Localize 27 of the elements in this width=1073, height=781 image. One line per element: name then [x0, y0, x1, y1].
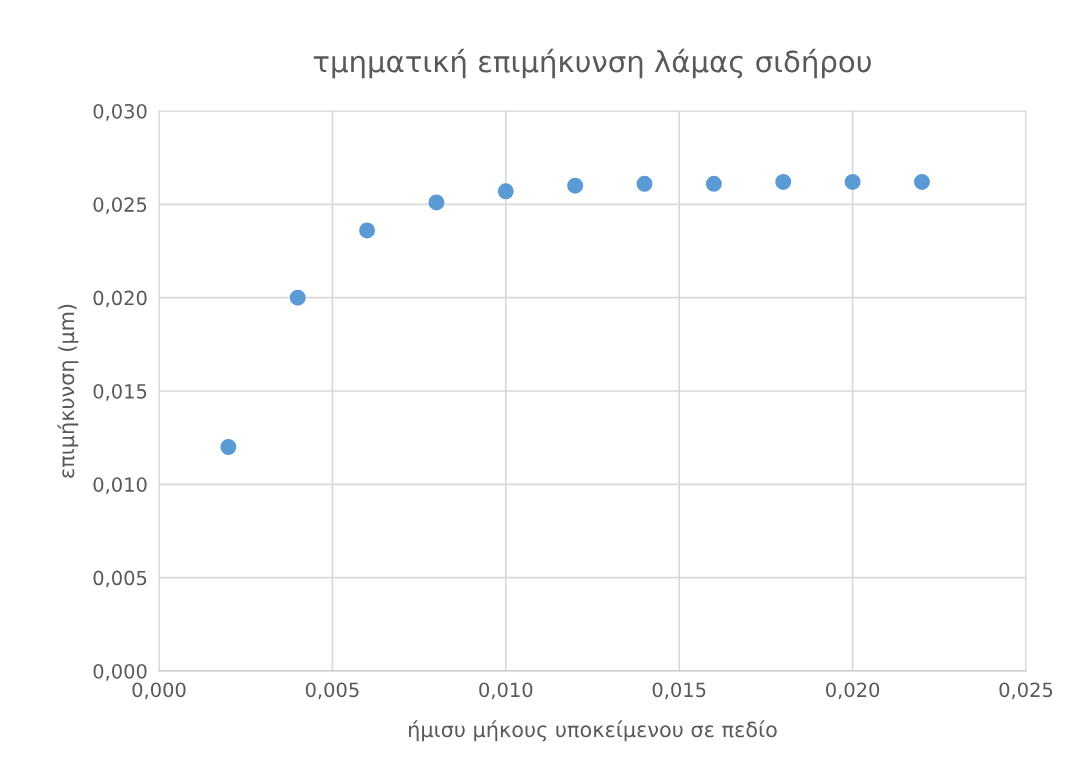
point	[567, 177, 584, 194]
x-tick-label: 0,020	[826, 682, 880, 700]
point	[636, 175, 653, 192]
y-tick-label: 0,025	[93, 197, 147, 214]
point	[705, 175, 722, 192]
x-tick-label: 0,010	[479, 682, 533, 700]
x-tick-label: 0,025	[999, 682, 1053, 700]
point	[428, 194, 445, 211]
y-axis-title: επιμήκυνση (μm)	[57, 304, 79, 478]
x-tick-label: 0,015	[652, 682, 706, 700]
point	[913, 173, 930, 190]
chart-title: τμηματική επιμήκυνση λάμας σιδήρου	[313, 48, 871, 79]
y-tick-label: 0,010	[93, 477, 147, 494]
x-axis-title: ήμισυ μήκους υποκείμενου σε πεδίο	[409, 720, 777, 742]
point	[844, 173, 861, 190]
y-tick-label: 0,030	[93, 103, 147, 121]
y-tick-label: 0,020	[93, 290, 147, 308]
point	[775, 173, 792, 190]
x-tick-label: 0,000	[132, 682, 186, 700]
point	[289, 289, 306, 306]
x-tick-label: 0,005	[305, 682, 359, 700]
point	[359, 222, 376, 239]
y-tick-label: 0,000	[93, 663, 147, 681]
point	[220, 439, 237, 455]
y-tick-label: 0,015	[93, 383, 147, 401]
y-tick-label: 0,005	[93, 570, 147, 588]
point	[497, 183, 514, 200]
